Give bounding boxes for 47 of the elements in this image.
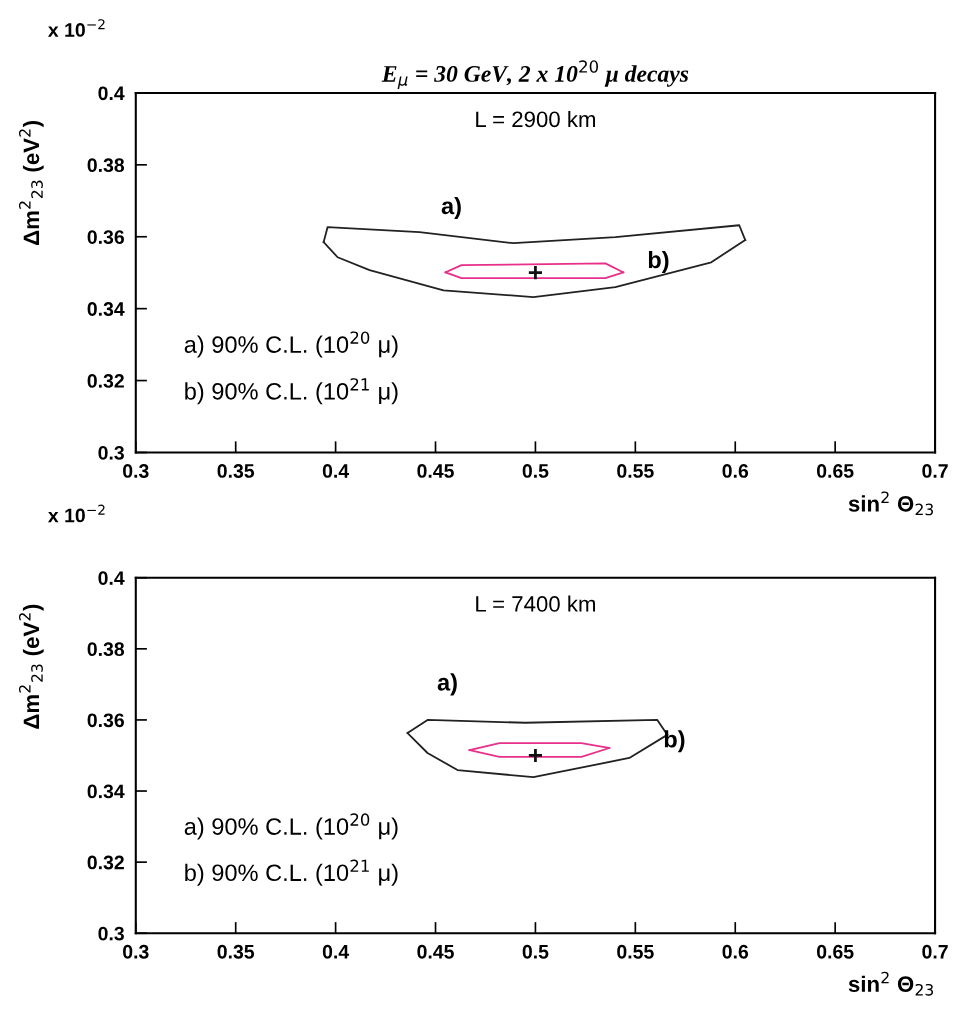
y-tick-label: 0.38	[87, 158, 125, 173]
x-tick-label: 0.5	[522, 464, 549, 478]
y-tick-label: 0.3	[98, 926, 124, 941]
annotation: b) 90% C.L. (10$^{21}$ μ)	[185, 378, 398, 405]
annotation: L = 7400 km	[476, 595, 596, 612]
x-tick-label: 0.65	[817, 944, 854, 959]
chart-title: E$_{μ}$ = 30 GeV, 2 x 10$^{20}$ μ decays	[381, 60, 689, 89]
x-tick-label: 0.55	[617, 944, 654, 959]
y-tick-label: 0.36	[87, 230, 124, 245]
y-axis-title: Δm$^{2}$$_{23}$ (eV$^{2}$)	[18, 120, 44, 245]
y-tick-label: 0.32	[87, 855, 124, 870]
x-tick-label: 0.5	[522, 944, 549, 959]
annotation: L = 2900 km	[476, 110, 596, 128]
annotation: a) 90% C.L. (10$^{20}$ μ)	[184, 331, 398, 358]
x-axis-title: sin$^{2}$ Θ$_{23}$	[848, 491, 934, 516]
y-axis-title: Δm$^{2}$$_{23}$ (eV$^{2}$)	[18, 604, 44, 729]
y-tick-label: 0.38	[87, 642, 125, 657]
x-tick-label: 0.4	[322, 464, 350, 478]
text: x 10$^{−2}$	[47, 19, 105, 37]
x-tick-label: 0.35	[217, 464, 255, 478]
y-tick-label: 0.34	[87, 784, 125, 799]
annotation: a)	[437, 673, 457, 696]
text: x 10$^{−2}$	[47, 504, 105, 523]
annotation: a)	[441, 196, 461, 219]
y-tick-label: 0.32	[87, 374, 124, 388]
y-tick-label: 0.36	[87, 713, 124, 728]
annotation: b)	[664, 730, 685, 753]
x-tick-label: 0.6	[722, 944, 749, 959]
x-tick-label: 0.7	[922, 464, 948, 478]
x-tick-label: 0.4	[322, 944, 350, 959]
annotation: a) 90% C.L. (10$^{20}$ μ)	[184, 813, 398, 840]
x-tick-label: 0.6	[722, 464, 749, 478]
x-tick-label: 0.45	[417, 944, 454, 959]
y-tick-label: 0.4	[98, 86, 125, 101]
x-tick-label: 0.55	[617, 464, 654, 478]
annotation: b)	[648, 250, 669, 273]
y-tick-label: 0.3	[98, 445, 124, 460]
annotation: b) 90% C.L. (10$^{21}$ μ)	[185, 859, 398, 886]
x-tick-label: 0.35	[217, 944, 255, 959]
x-axis-title: sin$^{2}$ Θ$_{23}$	[848, 971, 934, 996]
y-tick-label: 0.34	[87, 302, 125, 316]
x-tick-label: 0.3	[123, 944, 149, 959]
x-tick-label: 0.45	[417, 464, 454, 478]
x-tick-label: 0.3	[123, 464, 149, 478]
x-tick-label: 0.7	[922, 944, 948, 959]
y-tick-label: 0.4	[98, 571, 125, 585]
x-tick-label: 0.65	[817, 464, 854, 478]
